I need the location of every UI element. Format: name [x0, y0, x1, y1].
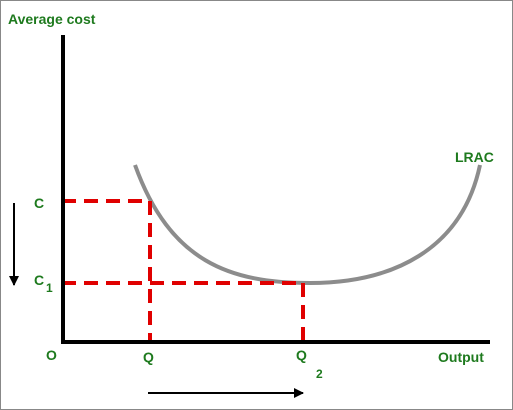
q2-subscript: 2	[316, 367, 323, 381]
y-axis-label: Average cost	[8, 11, 96, 27]
lrac-curve	[133, 164, 482, 286]
x-axis-label: Output	[438, 349, 484, 365]
c-label: C	[34, 195, 44, 211]
c1-subscript: 1	[46, 281, 53, 295]
curve-label: LRAC	[455, 149, 494, 165]
q-label: Q	[143, 349, 154, 365]
guide-lines	[62, 199, 305, 342]
origin-label: O	[46, 347, 57, 363]
q2-label: Q	[296, 347, 307, 363]
c1-label: C	[34, 272, 44, 288]
